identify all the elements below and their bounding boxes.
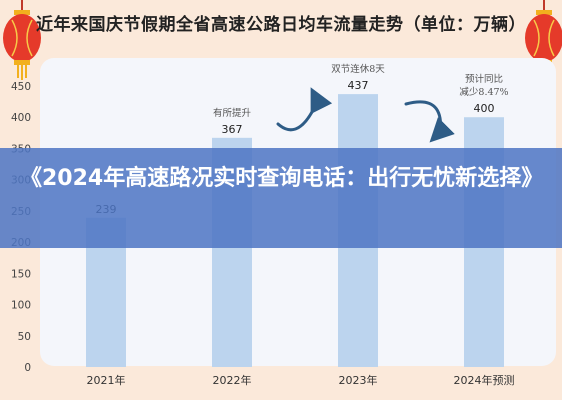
annotation-text: 减少8.47% [459,86,508,98]
y-tick-label: 0 [24,362,31,374]
x-tick-label: 2022年 [213,373,252,387]
x-tick-label: 2021年 [87,373,126,387]
page-title: 近年来国庆节假期全省高速公路日均车流量走势（单位：万辆） [36,15,526,35]
y-tick-label: 150 [11,268,31,280]
data-label: 437 [348,79,369,92]
annotation-text: 有所提升 [213,107,252,119]
annotation-text: 预计同比 [465,73,503,85]
overlay-headline: 《2024年高速路况实时查询电话：出行无忧新选择》 [20,166,544,191]
x-tick-label: 2024年预测 [454,373,515,387]
data-label: 367 [222,123,243,136]
overlay-banner [0,148,562,248]
curved-arrow-icon [276,87,333,132]
y-tick-label: 400 [11,112,31,124]
data-label: 400 [474,102,495,115]
y-tick-label: 50 [18,331,31,343]
curved-arrow-icon [404,100,455,143]
y-tick-label: 100 [11,300,31,312]
lantern-left-icon [3,0,41,80]
x-tick-label: 2023年 [339,373,378,387]
annotation-text: 双节连休8天 [331,63,385,75]
y-tick-label: 450 [11,81,31,93]
